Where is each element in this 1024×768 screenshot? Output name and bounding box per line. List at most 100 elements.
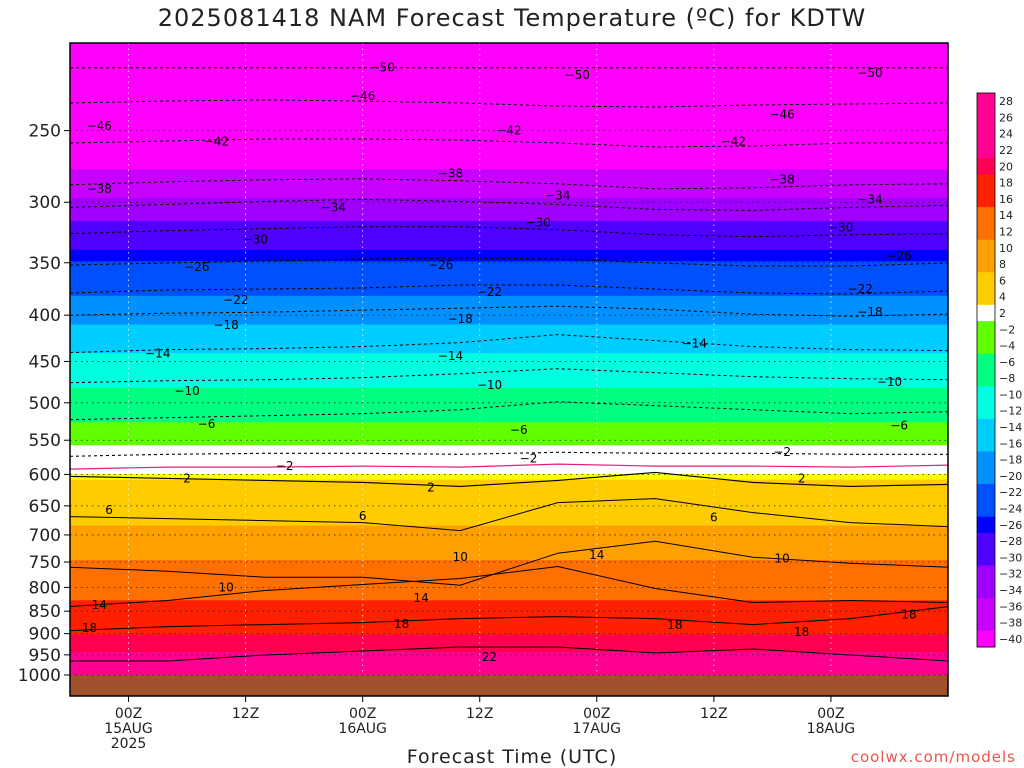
x-tick-label: 00Z	[115, 706, 142, 722]
y-tick-label: 350	[29, 254, 61, 274]
colorbar-label: 18	[999, 177, 1013, 190]
temperature-band	[70, 634, 948, 642]
temperature-band	[70, 445, 948, 452]
isotherm-label: −30	[828, 221, 853, 235]
colorbar-swatch	[977, 418, 995, 436]
y-tick-label: 550	[29, 431, 61, 451]
isotherm-label: 14	[92, 598, 107, 612]
temperature-band	[70, 48, 948, 56]
temperature-band	[70, 479, 948, 486]
isotherm-label: 18	[901, 607, 916, 621]
temperature-band	[70, 83, 948, 90]
colorbar-swatch	[977, 532, 995, 550]
chart-title: 2025081418 NAM Forecast Temperature (ºC)…	[157, 4, 867, 32]
isotherm-label: 6	[105, 503, 113, 517]
temperature-band	[70, 353, 948, 360]
x-tick-label: 18AUG	[807, 721, 856, 737]
temperature-band	[70, 157, 948, 165]
colorbar-legend: 28 26 24 22 20 18 16 14 12 10 8 6 4 2 −2 −4 −6 −8 −10 −12 −1…	[976, 92, 1022, 648]
temperature-band	[70, 261, 948, 268]
colorbar-label: −30	[999, 551, 1022, 564]
colorbar-border	[976, 92, 996, 648]
isotherm-label: −38	[769, 172, 794, 186]
temperature-band	[70, 588, 948, 596]
isotherm-label: 6	[710, 511, 718, 525]
isotherm-label: 18	[394, 617, 409, 631]
x-tick-label: 17AUG	[573, 721, 622, 737]
temperature-band	[70, 548, 948, 555]
colorbar-swatch	[977, 598, 995, 615]
y-tick-label: 700	[29, 526, 61, 546]
colorbar-label: −16	[999, 437, 1022, 450]
temperature-band	[70, 640, 948, 647]
temperature-band	[70, 393, 948, 400]
temperature-band	[70, 65, 948, 73]
y-tick-label: 500	[29, 394, 61, 414]
colorbar-swatch	[977, 402, 995, 420]
y-tick-label: 250	[29, 122, 61, 142]
isotherm-contour	[70, 498, 948, 532]
temperature-band	[70, 307, 948, 314]
colorbar-swatch	[977, 484, 995, 501]
temperature-band	[70, 341, 948, 349]
temperature-band	[70, 192, 948, 199]
temperature-band	[70, 554, 948, 561]
colorbar-swatch	[977, 288, 995, 306]
colorbar-swatch	[977, 304, 995, 322]
x-tick-label: 12Z	[232, 706, 259, 722]
colorbar-swatch	[977, 190, 995, 208]
temperature-band	[70, 324, 948, 331]
temperature-band	[70, 623, 948, 630]
colorbar-swatch	[977, 321, 995, 338]
isotherm-label: −26	[428, 258, 453, 272]
colorbar-label: 4	[999, 291, 1006, 304]
temperature-band	[70, 525, 948, 532]
colorbar-label: 2	[999, 307, 1006, 320]
isotherm-contour	[70, 305, 948, 317]
isotherm-label: −50	[370, 61, 395, 75]
temperature-band	[70, 646, 948, 653]
temperature-band	[70, 249, 948, 257]
colorbar-label: 12	[999, 226, 1013, 239]
isotherm-label: −18	[213, 318, 238, 332]
temperature-band	[70, 347, 948, 354]
temperature-band	[70, 657, 948, 665]
isotherm-contour	[70, 646, 948, 662]
freezing-line	[70, 463, 948, 470]
isotherm-label: −10	[877, 375, 902, 389]
y-tick-label: 1000	[18, 666, 61, 686]
temperature-band	[70, 629, 948, 636]
temperature-band	[70, 111, 948, 119]
temperature-band	[70, 404, 948, 412]
isotherm-label: −22	[223, 293, 248, 307]
colorbar-label: −24	[999, 503, 1022, 516]
x-tick-label: 16AUG	[338, 721, 387, 737]
x-tick-label: 12Z	[466, 706, 493, 722]
temperature-band	[70, 416, 948, 423]
temperature-band	[70, 364, 948, 372]
colorbar-label: −6	[999, 356, 1015, 369]
temperature-band	[70, 611, 948, 619]
colorbar-swatch	[977, 386, 995, 404]
temperature-band	[70, 203, 948, 211]
colorbar-swatch	[977, 353, 995, 371]
isotherm-label: −42	[721, 134, 746, 148]
temperature-band	[70, 163, 948, 170]
temperature-band	[70, 370, 948, 377]
temperature-band	[70, 232, 948, 239]
temperature-band	[70, 290, 948, 297]
y-axis: 250 300 350 400 450 500 550 600 650 700 750 800 850 9…	[18, 122, 70, 686]
isotherm-label: −50	[565, 68, 590, 82]
colorbar-label: 10	[999, 242, 1013, 255]
temperature-band	[70, 600, 948, 607]
x-tick-label: 2025	[111, 736, 147, 752]
x-tick-label: 12Z	[700, 706, 727, 722]
temperature-band	[70, 468, 948, 475]
colorbar-swatch	[977, 516, 995, 534]
temperature-band	[70, 140, 948, 148]
temperature-band	[70, 491, 948, 498]
colorbar-swatch	[977, 337, 995, 355]
isotherm-label: −46	[769, 108, 794, 122]
temperature-fill	[70, 43, 948, 696]
colorbar-label: 16	[999, 193, 1013, 206]
